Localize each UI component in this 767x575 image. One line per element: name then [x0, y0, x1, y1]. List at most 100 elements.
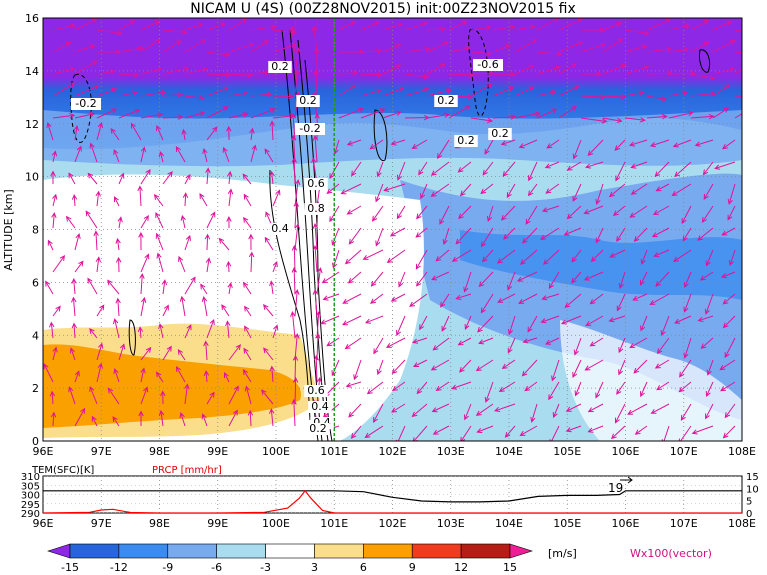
wind-vector — [552, 403, 560, 419]
wind-vector — [228, 409, 238, 427]
prcp-line — [43, 489, 742, 513]
wind-vector — [602, 64, 627, 75]
wind-vector — [68, 172, 76, 185]
wind-vector — [618, 337, 626, 354]
wind-vector — [162, 304, 169, 317]
wind-vector — [52, 23, 77, 31]
wind-vector — [181, 128, 187, 141]
wind-vector — [527, 315, 538, 333]
wind-vector — [633, 227, 648, 242]
wind-vector — [497, 293, 516, 303]
sfc-x-tick-label: 96E — [33, 517, 54, 530]
wind-vector — [115, 256, 122, 273]
sfc-left-tick: 290 — [21, 509, 40, 520]
wind-vector — [199, 193, 208, 207]
wind-vector — [206, 51, 231, 58]
wind-vector — [46, 121, 54, 141]
wind-vector — [52, 82, 76, 97]
wind-vector — [649, 139, 670, 148]
wind-vector — [703, 183, 714, 200]
wind-vector — [107, 387, 120, 405]
wind-vector — [654, 359, 670, 369]
wind-vector — [518, 293, 538, 304]
wind-vector — [720, 271, 736, 279]
wind-vector — [426, 88, 453, 97]
contour-label-bg — [488, 128, 512, 140]
wind-vector — [184, 173, 191, 185]
x-tick-label: 100E — [262, 445, 290, 458]
contour-label: -0.2 — [299, 122, 320, 135]
y-tick-label: 4 — [32, 329, 39, 342]
wind-vector — [415, 227, 428, 238]
wind-vector — [96, 122, 103, 141]
wind-vector — [481, 249, 494, 263]
contour-jet-4 — [304, 59, 333, 441]
wind-vector — [290, 310, 296, 339]
wind-vector — [313, 46, 320, 75]
wind-vector — [312, 135, 319, 163]
wind-vector — [140, 214, 149, 229]
colorbar-min-arrow — [47, 543, 71, 559]
wind-vector — [291, 244, 298, 273]
contour-jet-1 — [281, 29, 319, 441]
colorbar-level: -12 — [110, 561, 128, 574]
wind-vector — [348, 227, 362, 245]
x-tick-label: 103E — [437, 445, 465, 458]
wind-vector — [184, 383, 190, 405]
wind-vector — [140, 146, 147, 163]
wind-vector — [382, 64, 402, 75]
wind-vector — [118, 343, 126, 361]
wind-vector — [705, 403, 714, 420]
wind-vector — [525, 205, 538, 225]
wind-vector — [115, 297, 121, 317]
wind-vector — [475, 359, 494, 372]
wind-vector — [646, 95, 668, 102]
wind-vector — [294, 47, 301, 75]
wind-vector — [373, 337, 384, 355]
wind-vector — [225, 260, 232, 273]
wind-vector — [463, 271, 472, 293]
wind-vector — [640, 381, 648, 398]
wind-vector — [294, 289, 300, 317]
wind-vector — [52, 305, 61, 317]
wind-vector — [118, 72, 140, 78]
wind-vector — [507, 315, 516, 336]
wind-vector — [225, 320, 231, 339]
wind-vector — [734, 95, 742, 97]
wind-vector — [391, 403, 406, 413]
contour-label: 0.2 — [491, 127, 509, 140]
wind-vector — [52, 67, 76, 75]
contour-label-bg — [434, 95, 458, 107]
wind-vector — [221, 304, 230, 317]
wind-vector — [430, 359, 450, 371]
y-tick-label: 6 — [32, 276, 39, 289]
wind-vector — [382, 22, 404, 31]
wind-vector — [551, 359, 560, 382]
wind-vector — [107, 279, 120, 295]
wind-vector — [375, 227, 384, 247]
wind-vector — [205, 167, 211, 185]
contour-label-bg — [295, 123, 325, 135]
wind-vector — [691, 425, 714, 435]
wind-vector — [74, 260, 84, 273]
wind-vector — [712, 67, 735, 75]
wind-vector — [480, 183, 494, 195]
contour-label: -0.2 — [75, 97, 96, 110]
contour-label-bg — [71, 98, 101, 110]
wind-vector — [315, 332, 321, 361]
wind-vector — [656, 337, 670, 355]
wind-vector — [140, 20, 161, 31]
wind-vector — [477, 315, 494, 333]
wind-vector — [540, 227, 560, 240]
x-tick-label: 108E — [728, 445, 756, 458]
wind-vector — [518, 139, 538, 149]
wind-vector — [395, 425, 406, 441]
wind-vector — [269, 365, 275, 383]
wind-vector — [507, 271, 516, 291]
wind-vector — [203, 370, 210, 383]
wind-vector — [52, 41, 72, 53]
wind-vector — [382, 110, 402, 119]
contour-label-bg — [304, 178, 328, 190]
wind-vector — [734, 68, 742, 75]
